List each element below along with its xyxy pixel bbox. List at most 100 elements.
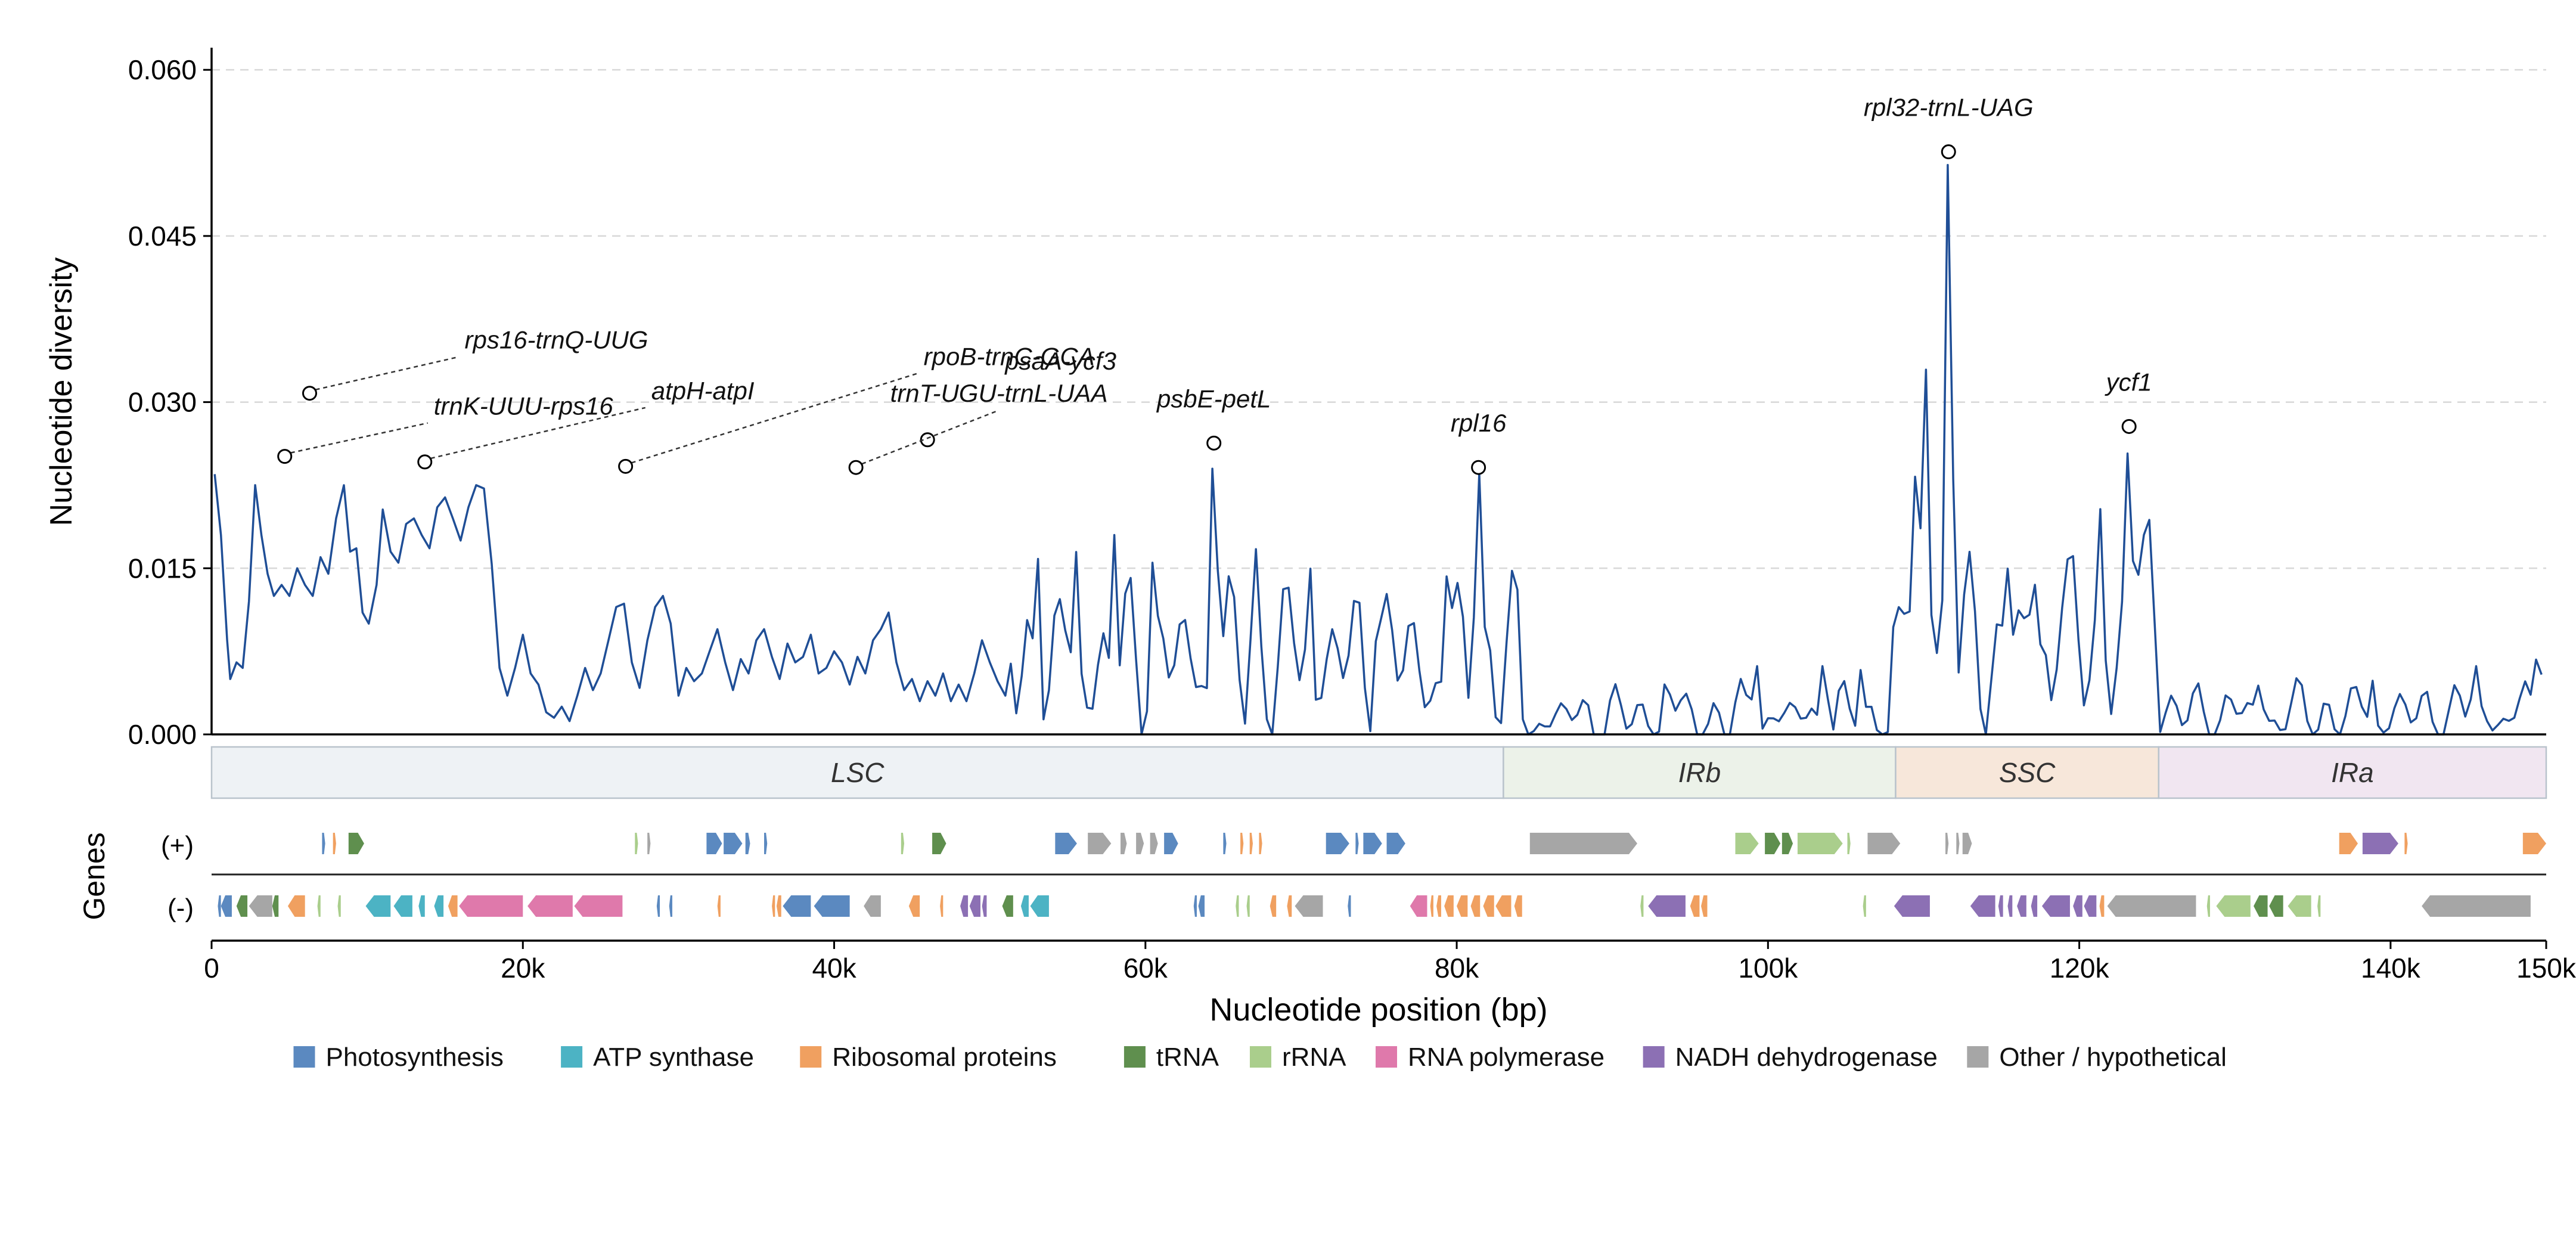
region-ssc	[1895, 746, 2160, 799]
gene-block	[940, 895, 944, 917]
gene-block	[322, 833, 325, 854]
gene-block	[764, 833, 768, 854]
region-label: IRb	[1678, 757, 1721, 788]
peak-label: rpl32-trnL-UAG	[1864, 94, 2034, 122]
annotation-leader-line	[631, 373, 918, 464]
gene-block	[218, 895, 221, 917]
gene-block	[2216, 895, 2251, 917]
gene-block	[669, 895, 672, 917]
legend-swatch	[1123, 1046, 1146, 1068]
gene-block	[365, 895, 391, 917]
gene-block	[272, 895, 279, 917]
legend-label: Ribosomal proteins	[832, 1043, 1057, 1072]
gene-block	[1198, 895, 1205, 917]
annotation-leader-line	[315, 356, 459, 390]
gene-block	[1410, 895, 1427, 917]
annotation-leader-line	[861, 410, 1000, 465]
x-tick-label: 80k	[1435, 953, 1479, 984]
gene-block	[1962, 833, 1972, 854]
legend-swatch	[800, 1046, 822, 1068]
gene-block	[1386, 833, 1405, 854]
gene-block	[236, 895, 248, 917]
gene-block	[864, 895, 881, 917]
gene-block	[2362, 833, 2398, 854]
region-ira	[2158, 746, 2547, 799]
gene-block	[2522, 833, 2546, 854]
gene-block	[1483, 895, 1494, 917]
gene-block	[1348, 895, 1351, 917]
x-tick-label: 60k	[1123, 953, 1168, 984]
gene-block	[1246, 895, 1250, 917]
gene-block	[333, 833, 336, 854]
plus-strand-genes	[322, 833, 2546, 854]
gene-block	[348, 833, 364, 854]
gene-block	[745, 833, 750, 854]
region-label: IRa	[2331, 757, 2374, 788]
gene-block	[2404, 833, 2408, 854]
x-axis-label: Nucleotide position (bp)	[1209, 992, 1547, 1028]
gene-block	[1735, 833, 1759, 854]
gene-block	[932, 833, 946, 854]
peak-label: trnK-UUU-rps16	[434, 392, 614, 420]
x-tick-label: 0	[204, 953, 219, 984]
gene-block	[1287, 895, 1292, 917]
gene-block	[1640, 895, 1644, 917]
gene-block	[1436, 895, 1441, 917]
gene-block	[1782, 833, 1793, 854]
gene-block	[1945, 833, 1949, 854]
gene-block	[2317, 895, 2321, 917]
gene-block	[574, 895, 623, 917]
peak-marker	[848, 460, 864, 475]
legend-swatch	[1249, 1046, 1271, 1068]
gene-block	[1690, 895, 1700, 917]
gene-block	[1223, 833, 1227, 854]
gene-block	[1797, 833, 1843, 854]
gene-block	[2041, 895, 2070, 917]
y-tick-label: 0.015	[128, 553, 197, 584]
legend-swatch	[561, 1046, 583, 1068]
peak-marker	[302, 386, 318, 401]
peak-marker	[1206, 435, 1222, 451]
gene-block	[2288, 895, 2311, 917]
gene-block	[960, 895, 969, 917]
gene-block	[2339, 833, 2358, 854]
peak-marker	[618, 458, 634, 474]
peak-label: ycf1	[2105, 368, 2152, 396]
x-tick-label: 140k	[2361, 953, 2421, 984]
gene-block	[901, 833, 905, 854]
peak-marker	[2121, 418, 2137, 434]
region-label: SSC	[1999, 757, 2056, 788]
gene-block	[1863, 895, 1866, 917]
x-tick-label: 120k	[2050, 953, 2110, 984]
x-tick-label: 100k	[1738, 953, 1798, 984]
gene-block	[1121, 833, 1127, 854]
legend-label: rRNA	[1282, 1043, 1346, 1072]
diversity-line	[213, 164, 2543, 736]
x-tick-label: 150k	[2516, 953, 2576, 984]
y-gridlines	[212, 69, 2546, 569]
gene-block	[1529, 833, 1637, 854]
peak-label: rpl16	[1451, 409, 1507, 437]
gene-block	[2073, 895, 2082, 917]
peak-marker	[1471, 460, 1486, 475]
gene-block	[459, 895, 523, 917]
y-tick-label: 0.045	[128, 221, 197, 252]
gene-block	[1430, 895, 1433, 917]
gene-block	[1444, 895, 1454, 917]
gene-block	[448, 895, 458, 917]
x-tick-label: 20k	[501, 953, 545, 984]
peak-label: atpH-atpI	[651, 377, 755, 405]
legend-label: ATP synthase	[593, 1043, 754, 1072]
gene-block	[1030, 895, 1049, 917]
gene-block	[1956, 833, 1960, 854]
peak-marker	[920, 432, 935, 448]
gene-block	[1495, 895, 1512, 917]
gene-block	[776, 895, 781, 917]
gene-block	[772, 895, 775, 917]
legend-swatch	[1967, 1046, 1989, 1068]
peak-label: rps16-trnQ-UUG	[465, 326, 648, 354]
gene-block	[1002, 895, 1013, 917]
gene-block	[647, 833, 651, 854]
peak-marker	[1941, 144, 1956, 160]
